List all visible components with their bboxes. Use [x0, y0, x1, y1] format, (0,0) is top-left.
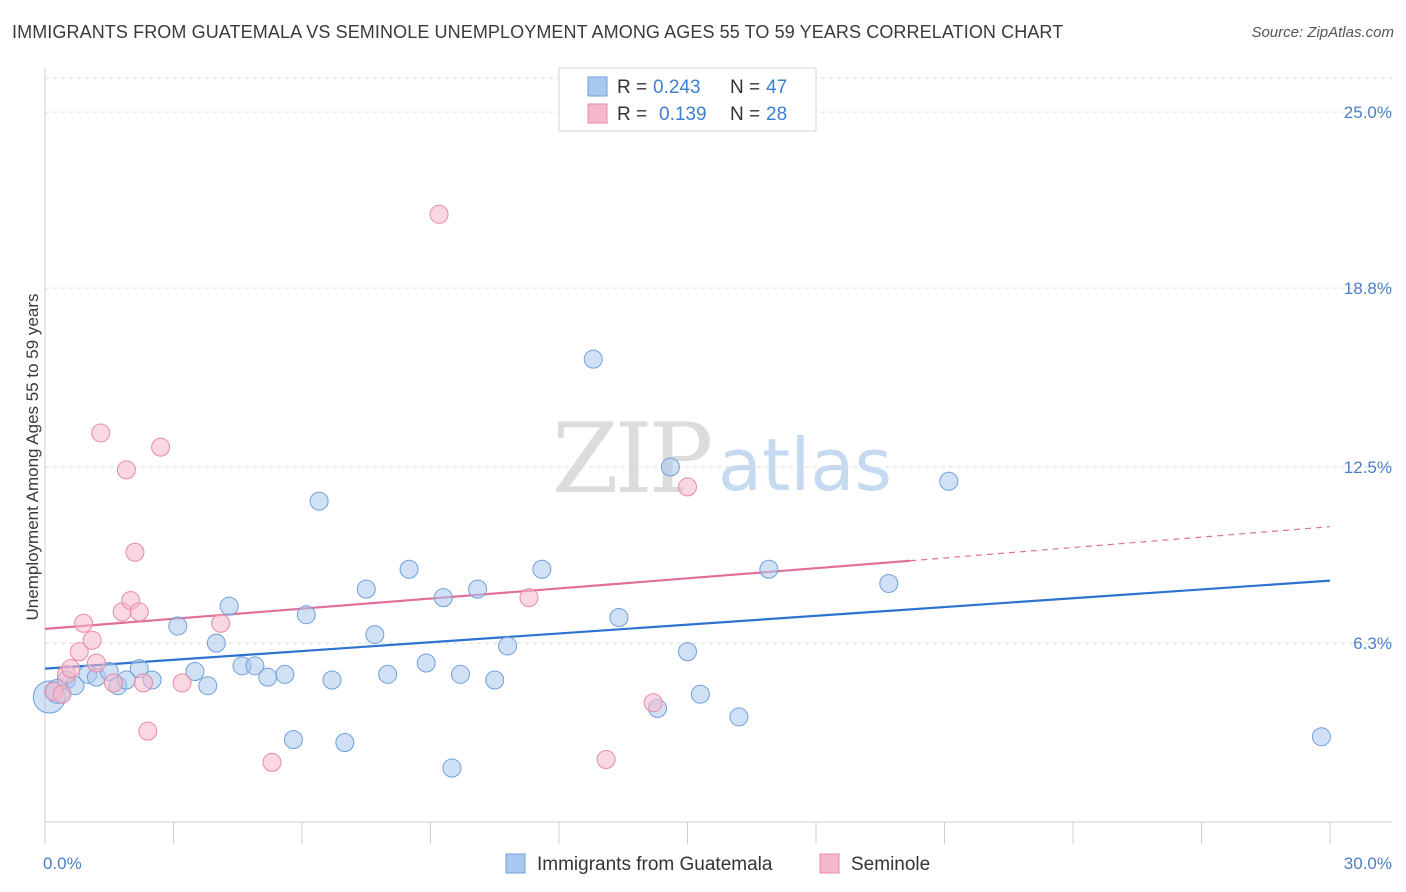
seminole-point [596, 750, 616, 770]
guatemala-point [879, 573, 899, 593]
guatemala-point [206, 633, 226, 653]
tick-labels: 6.3% 12.5% 18.8% 25.0% 0.0% 30.0% [43, 103, 1392, 873]
legend-r-value: 0.243 [653, 77, 701, 98]
seminole-point [69, 642, 89, 662]
bottom-legend-label-seminole: Seminole [851, 854, 930, 875]
source-label: Source: ZipAtlas.com [1251, 24, 1394, 41]
guatemala-point [609, 608, 629, 628]
guatemala-point [356, 579, 376, 599]
guatemala-point [416, 653, 436, 673]
seminole-point [61, 659, 81, 679]
seminole-point [86, 653, 106, 673]
guatemala-point [1311, 727, 1331, 747]
y-tick-label: 18.8% [1344, 279, 1392, 298]
seminole-point [262, 752, 282, 772]
y-tick-label: 6.3% [1353, 634, 1392, 653]
legend: R = 0.243 N = 47 R = 0.139 N = 28 [558, 67, 817, 132]
x-tick-label: 0.0% [43, 854, 82, 873]
seminole-point [129, 602, 149, 622]
guatemala-point [939, 471, 959, 491]
seminole-point [104, 673, 124, 693]
guatemala-point [485, 670, 505, 690]
guatemala-point [245, 656, 265, 676]
seminole-point [172, 673, 192, 693]
guatemala-point [532, 559, 552, 579]
watermark: ZIP atlas [552, 403, 892, 515]
scatter-points [32, 204, 1331, 778]
bottom-legend-swatch-pink [819, 853, 840, 874]
guatemala-point [660, 457, 680, 477]
legend-n-label: N = [730, 104, 760, 125]
guatemala-point [168, 616, 188, 636]
seminole-point [643, 693, 663, 713]
seminole-point [429, 204, 449, 224]
axes [44, 68, 1392, 844]
legend-swatch-blue [587, 76, 608, 97]
seminole-point [519, 588, 539, 608]
watermark-atlas: atlas [718, 423, 892, 507]
bottom-legend: Immigrants from Guatemala Seminole [505, 853, 930, 875]
y-tick-label: 25.0% [1344, 103, 1392, 122]
y-tick-label: 12.5% [1344, 458, 1392, 477]
seminole-point [678, 477, 697, 497]
chart-title: IMMIGRANTS FROM GUATEMALA VS SEMINOLE UN… [12, 22, 1064, 42]
guatemala-point [468, 579, 488, 599]
guatemala-point [583, 349, 603, 369]
seminole-point [82, 630, 102, 650]
guatemala-point [729, 707, 749, 727]
grid-lines [45, 77, 1392, 644]
guatemala-point [198, 676, 218, 696]
seminole-trend-extension [910, 526, 1331, 562]
guatemala-point [335, 732, 355, 752]
legend-r-value: 0.139 [659, 104, 707, 125]
guatemala-point [219, 596, 239, 616]
guatemala-point [275, 664, 295, 684]
seminole-point [138, 721, 158, 741]
seminole-point [116, 460, 136, 480]
guatemala-point [450, 664, 470, 684]
legend-n-label: N = [730, 77, 760, 98]
guatemala-point [365, 625, 385, 645]
seminole-point [134, 673, 154, 693]
guatemala-point [433, 588, 453, 608]
guatemala-point [442, 758, 462, 778]
x-tick-label: 30.0% [1344, 854, 1392, 873]
guatemala-point [399, 559, 419, 579]
watermark-zip: ZIP [552, 403, 711, 515]
guatemala-point [185, 661, 205, 681]
seminole-point [52, 684, 72, 704]
seminole-point [151, 437, 171, 457]
guatemala-trend-line [44, 579, 1331, 670]
legend-n-value: 47 [766, 77, 787, 98]
seminole-point [125, 542, 145, 562]
guatemala-point [378, 664, 398, 684]
legend-n-value: 28 [766, 104, 787, 125]
guatemala-point [690, 684, 710, 704]
seminole-point [211, 613, 231, 633]
seminole-point [74, 613, 94, 633]
guatemala-point [498, 636, 518, 656]
bottom-legend-swatch-blue [505, 853, 526, 874]
seminole-point [91, 423, 111, 443]
bottom-legend-label-guatemala: Immigrants from Guatemala [537, 854, 773, 875]
legend-r-label: R = [617, 104, 647, 125]
guatemala-point [309, 491, 329, 511]
guatemala-point [678, 642, 697, 662]
y-axis-label: Unemployment Among Ages 55 to 59 years [23, 294, 42, 621]
guatemala-point [759, 559, 779, 579]
guatemala-point [322, 670, 342, 690]
guatemala-point [296, 605, 316, 625]
legend-r-label: R = [617, 77, 647, 98]
guatemala-point [283, 730, 303, 750]
legend-swatch-pink [587, 103, 608, 124]
guatemala-point [258, 667, 278, 687]
